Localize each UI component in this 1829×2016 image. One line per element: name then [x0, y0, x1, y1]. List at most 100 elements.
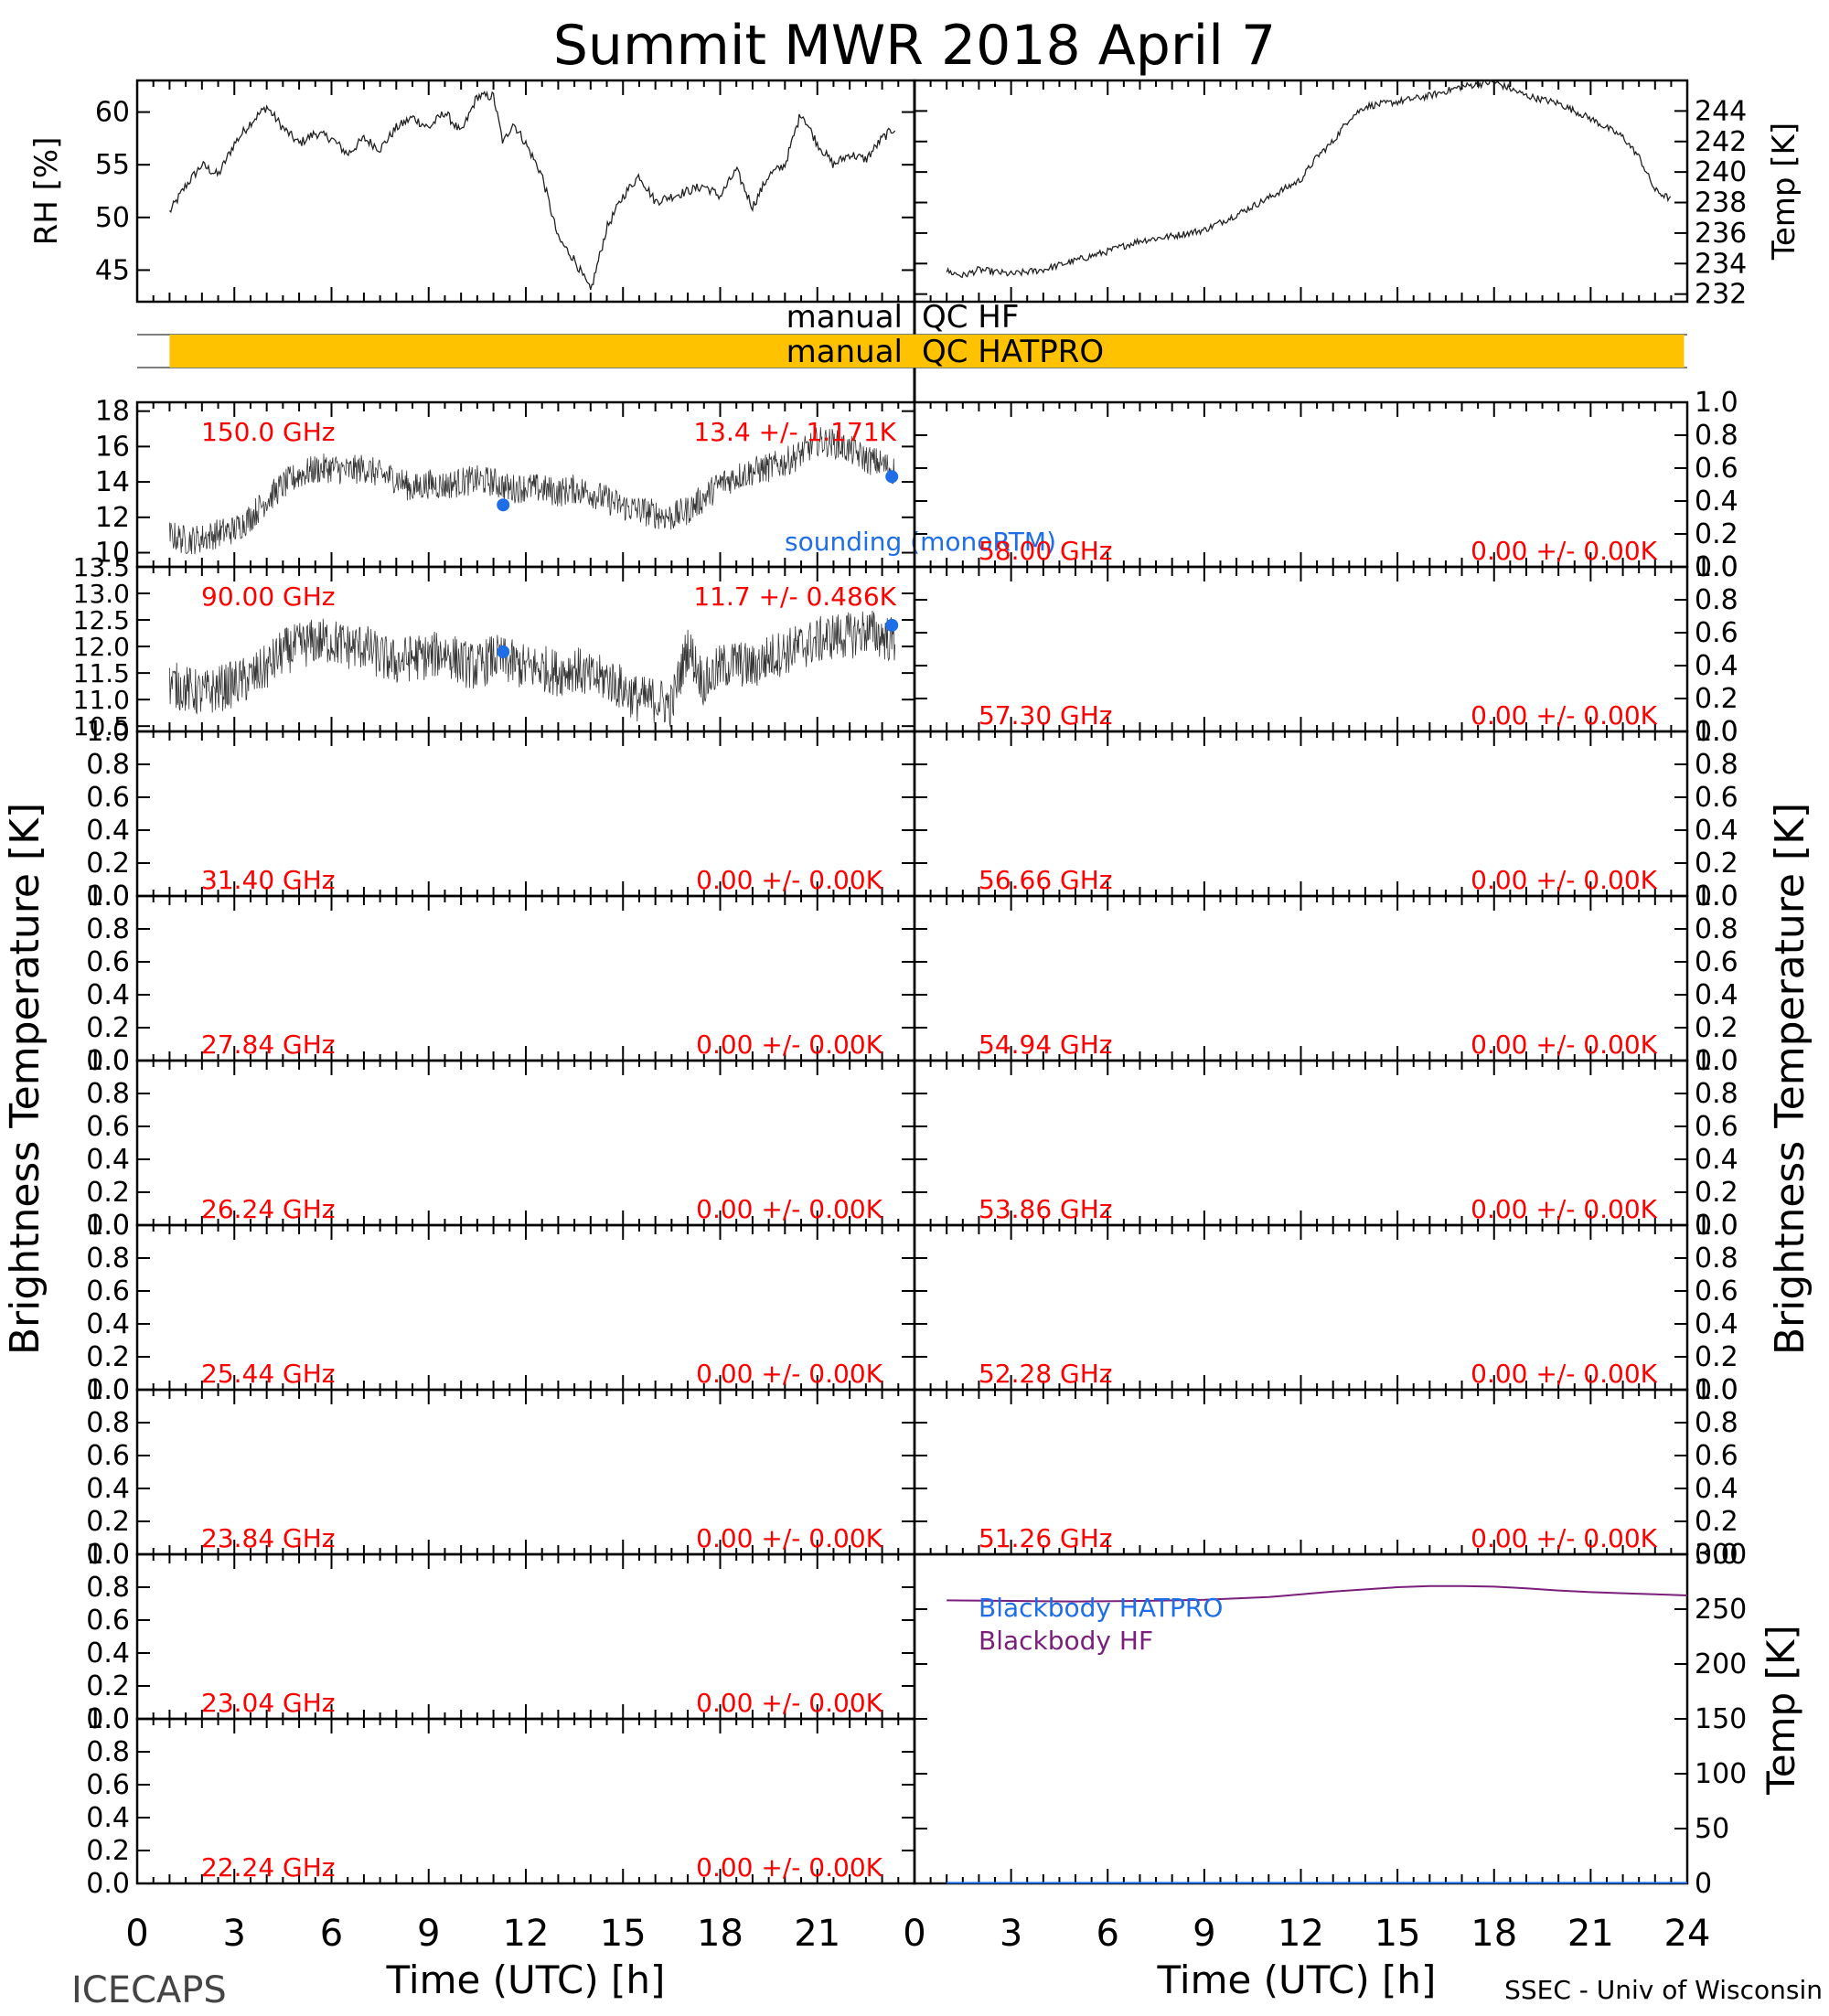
- left-panel-5-freq-label: 26.24 GHz: [201, 1194, 336, 1224]
- left-panel-2-series-line: [169, 610, 896, 728]
- right-panel-1-freq-label: 58.00 GHz: [979, 536, 1113, 566]
- left-panel-4-freq-label: 27.84 GHz: [201, 1029, 336, 1060]
- left-panel-5-ytick-label: 0.0: [86, 1210, 130, 1242]
- right-panel-7-stat-label: 0.00 +/- 0.00K: [1471, 1523, 1657, 1553]
- left-panel-9-freq-label: 22.24 GHz: [201, 1852, 336, 1883]
- right-panel-4-stat-label: 0.00 +/- 0.00K: [1471, 1029, 1657, 1060]
- left-panel-8-ytick-label: 0.2: [86, 1670, 130, 1702]
- left-panel-4-ytick-label: 0.6: [86, 946, 130, 978]
- footer-left: ICECAPS: [71, 1969, 227, 2011]
- right-panel-2-ytick-label: 1.0: [1695, 551, 1738, 583]
- left-panel-9-stat-label: 0.00 +/- 0.00K: [696, 1852, 882, 1883]
- left-panel-5-ytick-label: 0.4: [86, 1144, 130, 1176]
- left-panel-6-ytick-label: 0.2: [86, 1341, 130, 1373]
- rh-panel-ytick-label: 55: [95, 149, 130, 181]
- left-panel-6-ytick-label: 0.6: [86, 1275, 130, 1307]
- left-panel-8-ytick-label: 0.8: [86, 1572, 130, 1604]
- right-panel-6-ytick-label: 0.4: [1695, 1308, 1738, 1340]
- right-panel-2-stat-label: 0.00 +/- 0.00K: [1471, 700, 1657, 731]
- left-panel-2-ytick-label: 12.0: [73, 632, 130, 662]
- x-tick-label-left: 6: [320, 1913, 343, 1955]
- left-panel-4-stat-label: 0.00 +/- 0.00K: [696, 1029, 882, 1060]
- right-panel-6-ytick-label: 0.0: [1695, 1374, 1738, 1406]
- x-tick-label-left: 0: [125, 1913, 148, 1955]
- bt-axis-title-right: Brightness Temperature [K]: [1767, 803, 1813, 1355]
- right-panel-2-ytick-label: 0.8: [1695, 584, 1738, 616]
- left-panel-7-ytick-label: 0.0: [86, 1539, 130, 1571]
- x-tick-label-right: 6: [1096, 1913, 1119, 1955]
- right-panel-1-ytick-label: 1.0: [1695, 387, 1738, 419]
- left-panel-4-ytick-label: 0.0: [86, 1045, 130, 1077]
- left-panel-3-ytick-label: 0.8: [86, 749, 130, 781]
- left-panel-7-ytick-label: 0.4: [86, 1473, 130, 1505]
- right-panel-2-ytick-label: 0.4: [1695, 650, 1738, 682]
- left-panel-3-freq-label: 31.40 GHz: [201, 865, 336, 895]
- right-panel-1-ytick-label: 0.0: [1695, 551, 1738, 583]
- left-panel-2-ytick-label: 10.5: [73, 711, 130, 741]
- right-panel-6-ytick-label: 0.6: [1695, 1275, 1738, 1307]
- x-tick-label-right: 15: [1374, 1913, 1421, 1955]
- qc-hatpro-label: manual: [786, 334, 903, 370]
- x-tick-label-right: 18: [1471, 1913, 1517, 1955]
- rh-panel-frame: [135, 79, 916, 304]
- bt-axis-title-left: Brightness Temperature [K]: [2, 803, 48, 1355]
- left-panel-4-ytick-label: 1.0: [86, 880, 130, 912]
- x-tick-label-right: 0: [903, 1913, 925, 1955]
- right-panel-2-ytick-label: 0.6: [1695, 617, 1738, 649]
- left-panel-4-ytick-label: 0.8: [86, 913, 130, 945]
- right-panel-4-ytick-label: 0.2: [1695, 1012, 1738, 1044]
- blackbody-hf-line: [947, 1584, 1688, 1603]
- left-panel-5-ytick-label: 0.6: [86, 1111, 130, 1143]
- right-panel-2-ytick-label: 0.0: [1695, 716, 1738, 748]
- left-panel-9-ytick-label: 0.8: [86, 1736, 130, 1768]
- left-panel-2-ytick-label: 13.5: [73, 552, 130, 582]
- qc-hf-label: manual: [786, 299, 903, 336]
- right-panel-3-ytick-label: 0.8: [1695, 749, 1738, 781]
- right-panel-5-ytick-label: 1.0: [1695, 1045, 1738, 1077]
- left-panel-2-sounding-point: [497, 645, 510, 658]
- temp-panel-ytick-label: 244: [1695, 95, 1747, 127]
- blackbody-panel-ytick-label: 200: [1695, 1648, 1747, 1680]
- right-panel-4-ytick-label: 0.8: [1695, 913, 1738, 945]
- blackbody-panel-ytick-label: 100: [1695, 1758, 1747, 1790]
- right-panel-4-freq-label: 54.94 GHz: [979, 1029, 1113, 1060]
- left-panel-9-ytick-label: 0.6: [86, 1769, 130, 1801]
- x-tick-label-left: 3: [223, 1913, 246, 1955]
- left-panel-1-series-line: [169, 427, 896, 555]
- left-panel-9-ytick-label: 0.0: [86, 1868, 130, 1900]
- right-panel-1-ytick-label: 0.8: [1695, 420, 1738, 452]
- temp-axis-label: Temp [K]: [1766, 123, 1802, 261]
- left-panel-5-ytick-label: 1.0: [86, 1045, 130, 1077]
- right-panel-3-ytick-label: 0.0: [1695, 880, 1738, 912]
- right-panel-5-freq-label: 53.86 GHz: [979, 1194, 1113, 1224]
- x-tick-label-right: 21: [1567, 1913, 1614, 1955]
- temp-panel-ytick-label: 238: [1695, 187, 1747, 219]
- x-tick-label-left: 21: [794, 1913, 840, 1955]
- right-panel-6-stat-label: 0.00 +/- 0.00K: [1471, 1359, 1657, 1389]
- blackbody-panel-ytick-label: 50: [1695, 1813, 1729, 1845]
- left-panel-3-ytick-label: 0.4: [86, 815, 130, 847]
- left-panel-9-ytick-label: 1.0: [86, 1703, 130, 1735]
- left-panel-5-stat-label: 0.00 +/- 0.00K: [696, 1194, 882, 1224]
- x-tick-label-right: 24: [1664, 1913, 1711, 1955]
- left-panel-9-ytick-label: 0.4: [86, 1802, 130, 1834]
- right-panel-5-ytick-label: 0.4: [1695, 1144, 1738, 1176]
- right-panel-7-ytick-label: 0.0: [1695, 1539, 1738, 1571]
- left-panel-1-ytick-label: 18: [95, 396, 130, 428]
- temp-panel-ytick-label: 236: [1695, 218, 1747, 250]
- left-panel-8-stat-label: 0.00 +/- 0.00K: [696, 1688, 882, 1718]
- left-panel-8-ytick-label: 0.0: [86, 1703, 130, 1735]
- right-panel-7-ytick-label: 0.2: [1695, 1506, 1738, 1538]
- left-panel-7-freq-label: 23.84 GHz: [201, 1523, 336, 1553]
- left-panel-2-sounding-point: [885, 618, 899, 632]
- right-panel-4-ytick-label: 0.0: [1695, 1045, 1738, 1077]
- left-panel-6-ytick-label: 0.4: [86, 1308, 130, 1340]
- left-panel-2-ytick-label: 13.0: [73, 579, 130, 609]
- temp-panel-ytick-label: 240: [1695, 156, 1747, 188]
- x-tick-label-right: 3: [1000, 1913, 1022, 1955]
- rh-panel-ytick-label: 45: [95, 254, 130, 286]
- right-panel-5-stat-label: 0.00 +/- 0.00K: [1471, 1194, 1657, 1224]
- right-panel-7-ytick-label: 1.0: [1695, 1374, 1738, 1406]
